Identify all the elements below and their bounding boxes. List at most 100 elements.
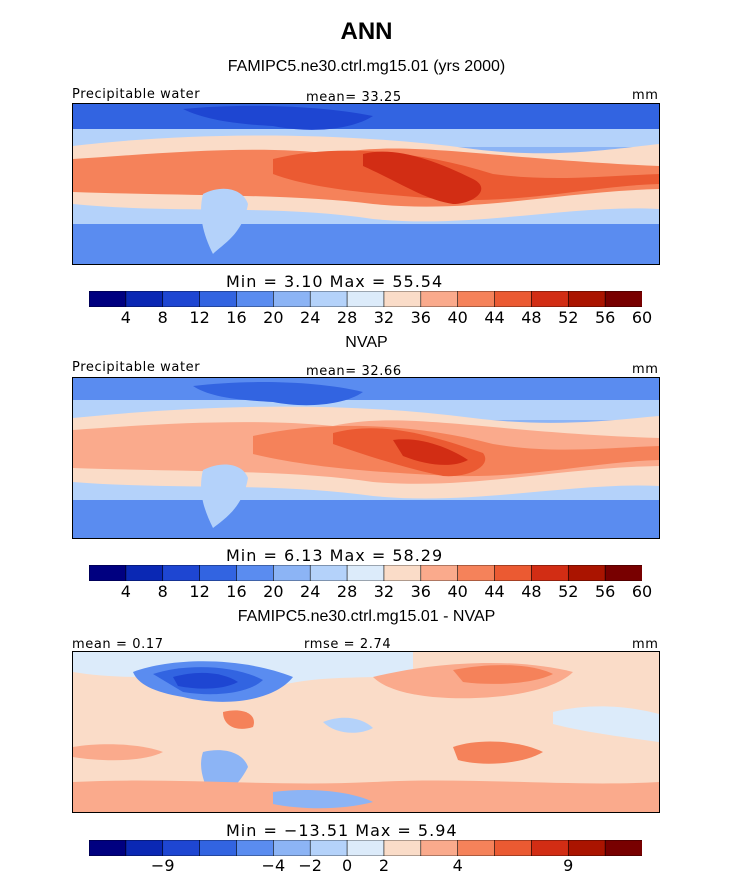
panel-1-colorbar-tick-label: 56 <box>594 308 616 327</box>
panel-1-colorbar-tick-label: 36 <box>410 308 431 327</box>
panel-1-colorbar-swatch <box>457 291 496 307</box>
panel-1-minmax: Min = 3.10 Max = 55.54 <box>226 272 444 291</box>
panel-3-colorbar-swatch <box>383 840 422 856</box>
panel-2-title: NVAP <box>345 334 388 351</box>
panel-2-minmax: Min = 6.13 Max = 58.29 <box>226 546 444 565</box>
panel-3-colorbar-swatch <box>199 840 238 856</box>
panel-2-colorbar-swatch <box>162 565 201 581</box>
panel-2-colorbar-swatch <box>199 565 238 581</box>
panel-3-colorbar-swatch <box>567 840 606 856</box>
panel-3-colorbar-ticks: −9 −4 −2 0 2 4 9 <box>89 856 642 876</box>
panel-1-colorbar-swatch <box>494 291 532 307</box>
panel-1-colorbar-swatch <box>604 291 642 307</box>
panel-3-title: FAMIPC5.ne30.ctrl.mg15.01 - NVAP <box>237 608 496 625</box>
panel-3-colorbar-tick-label: 2 <box>378 856 390 875</box>
panel-1-colorbar-tick-label: 28 <box>336 308 358 327</box>
panel-1-map <box>72 103 660 265</box>
panel-2-colorbar-swatch <box>604 565 642 581</box>
panel-1-colorbar-tick-label: 12 <box>189 308 210 327</box>
panel-1-colorbar-tick-label: 20 <box>263 308 284 327</box>
panel-2-colorbar-swatch <box>89 565 127 581</box>
panel-2-colorbar-swatch <box>420 565 459 581</box>
panel-1-colorbar-tick-label: 48 <box>521 308 542 327</box>
panel-3-colorbar-swatch <box>273 840 311 856</box>
panel-1-colorbar-tick-label: 32 <box>373 308 395 327</box>
panel-3-colorbar-tick-label: 4 <box>452 856 463 875</box>
panel-2-colorbar-ticks: 4 8 12 16 20 24 28 32 36 40 44 48 52 56 60 <box>89 582 652 602</box>
panel-3-rmse-label: rmse = 2.74 <box>304 637 392 652</box>
panel-2-colorbar-tick-label: 20 <box>263 582 284 601</box>
panel-3-colorbar-tick-label: 0 <box>341 856 353 875</box>
panel-1-colorbar-swatch <box>89 291 127 307</box>
panel-3-colorbar-tick-label: −2 <box>298 856 322 875</box>
panel-3-colorbar-swatch <box>604 840 642 856</box>
panel-2-colorbar-tick-label: 44 <box>484 582 505 601</box>
panel-3-colorbar-swatch <box>346 840 385 856</box>
panel-1-colorbar-tick-label: 24 <box>300 308 321 327</box>
panel-2-colorbar-swatch <box>457 565 496 581</box>
panel-3-colorbar-swatch <box>494 840 532 856</box>
panel-2-colorbar-tick-label: 56 <box>594 582 616 601</box>
panel-2-colorbar-tick-label: 4 <box>120 582 131 601</box>
panel-2-colorbar-tick-label: 36 <box>410 582 431 601</box>
panel-2-colorbar-swatch <box>494 565 532 581</box>
panel-3-units-label: mm <box>632 637 659 652</box>
panel-3-colorbar-tick-label: 9 <box>563 856 574 875</box>
panel-1-colorbar <box>89 291 642 307</box>
panel-2-colorbar-tick-label: 28 <box>336 582 358 601</box>
panel-3-colorbar-swatch <box>420 840 459 856</box>
panel-1-colorbar-swatch <box>346 291 385 307</box>
panel-1-colorbar-swatch <box>162 291 201 307</box>
panel-2-colorbar-swatch <box>383 565 422 581</box>
panel-1-mean-label: mean= 33.25 <box>306 90 402 105</box>
panel-3-minmax: Min = −13.51 Max = 5.94 <box>226 821 458 840</box>
panel-2-colorbar-tick-label: 40 <box>447 582 468 601</box>
panel-1-colorbar-swatch <box>420 291 459 307</box>
panel-2-colorbar-tick-label: 48 <box>521 582 542 601</box>
panel-1-variable-label: Precipitable water <box>72 87 201 102</box>
panel-2-colorbar <box>89 565 642 581</box>
panel-1-colorbar-tick-label: 4 <box>120 308 131 327</box>
panel-2-colorbar-tick-label: 24 <box>300 582 321 601</box>
panel-2-colorbar-swatch <box>236 565 274 581</box>
main-title: ANN <box>340 18 393 45</box>
panel-1-colorbar-swatch <box>273 291 311 307</box>
panel-2-colorbar-swatch <box>273 565 311 581</box>
panel-1-colorbar-tick-label: 16 <box>226 308 247 327</box>
panel-3-mean-label: mean = 0.17 <box>72 637 164 652</box>
panel-1-colorbar-tick-label: 8 <box>157 308 168 327</box>
panel-3-colorbar-swatch <box>125 840 164 856</box>
panel-1-colorbar-swatch <box>199 291 238 307</box>
panel-2-units-label: mm <box>632 362 659 377</box>
panel-1-colorbar-swatch <box>309 291 348 307</box>
panel-1-colorbar-ticks: 4 8 12 16 20 24 28 32 36 40 44 48 52 56 60 <box>89 308 652 328</box>
panel-3-map <box>72 651 660 813</box>
panel-1-colorbar-tick-label: 44 <box>484 308 505 327</box>
panel-1-colorbar-tick-label: 40 <box>447 308 468 327</box>
panel-2-colorbar-swatch <box>309 565 348 581</box>
panel-3-field <box>73 652 659 812</box>
panel-2-colorbar-tick-label: 52 <box>558 582 579 601</box>
panel-1-colorbar-swatch <box>567 291 606 307</box>
panel-1-colorbar-swatch <box>383 291 422 307</box>
panel-2-colorbar-swatch <box>346 565 385 581</box>
panel-1-colorbar-tick-label: 60 <box>631 308 653 327</box>
panel-2-colorbar-swatch <box>531 565 569 581</box>
panel-2-mean-label: mean= 32.66 <box>306 364 402 379</box>
panel-3-colorbar-tick-label: −9 <box>150 856 175 875</box>
panel-3-colorbar-swatch <box>236 840 274 856</box>
panel-2-colorbar-tick-label: 8 <box>157 582 168 601</box>
panel-3-colorbar-swatch <box>162 840 201 856</box>
panel-3-colorbar-swatch <box>457 840 496 856</box>
panel-2-colorbar-swatch <box>125 565 164 581</box>
panel-2-colorbar-tick-label: 16 <box>226 582 247 601</box>
panel-1-field <box>73 104 659 264</box>
panel-3-colorbar-swatch <box>309 840 348 856</box>
panel-1-colorbar-tick-label: 52 <box>558 308 579 327</box>
panel-2-field <box>73 378 659 538</box>
panel-2-colorbar-swatch <box>567 565 606 581</box>
panel-2-variable-label: Precipitable water <box>72 360 201 375</box>
panel-2-colorbar-tick-label: 32 <box>373 582 395 601</box>
panel-3-colorbar <box>89 840 642 856</box>
panel-3-colorbar-swatch <box>531 840 569 856</box>
